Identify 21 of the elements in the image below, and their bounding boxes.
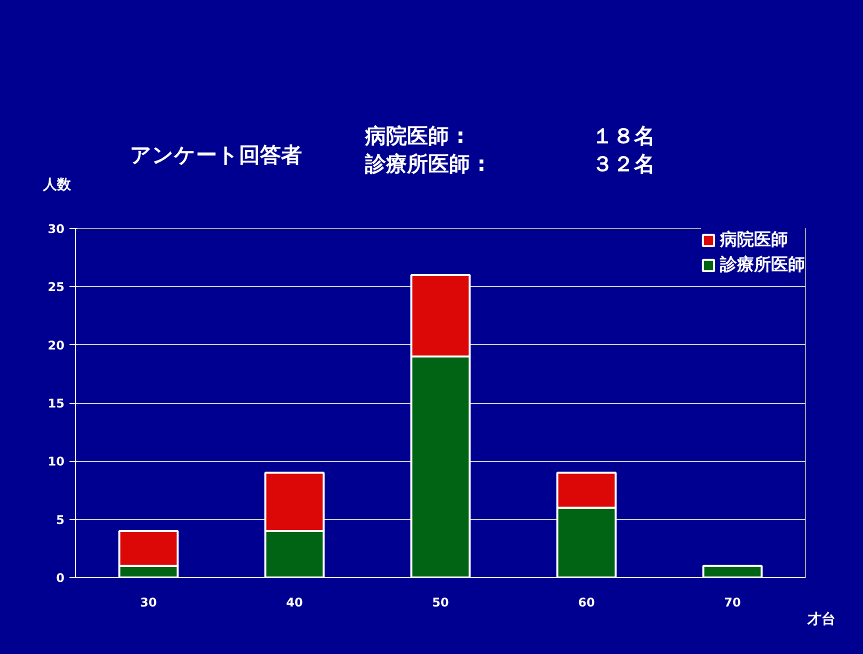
x-tick-label: 50 [432, 596, 449, 610]
x-axis-title: 才台 [806, 612, 836, 628]
y-tick-label: 15 [48, 396, 65, 410]
chart-title: アンケート回答者 [130, 142, 302, 169]
legend-label: 病院医師 [720, 229, 788, 251]
x-tick-label: 30 [140, 596, 157, 610]
y-tick-label: 20 [48, 338, 65, 352]
text: 病院医師 : [365, 123, 465, 150]
x-tick-label: 60 [578, 596, 595, 610]
y-tick-label: 25 [48, 280, 65, 294]
y-axis-title: 人数 [43, 176, 71, 195]
y-tick-label: 0 [56, 571, 65, 585]
legend-label: 診療所医師 [720, 254, 805, 276]
x-tick-label: 70 [724, 596, 741, 610]
y-tick-label: 5 [56, 512, 65, 527]
text: 診療所医師 : [365, 151, 486, 178]
x-tick-label: 40 [286, 596, 303, 610]
y-tick-label: 30 [48, 222, 65, 236]
y-tick-label: 10 [48, 454, 65, 469]
text: １８名 [592, 123, 655, 150]
text: ３２名 [592, 151, 655, 178]
